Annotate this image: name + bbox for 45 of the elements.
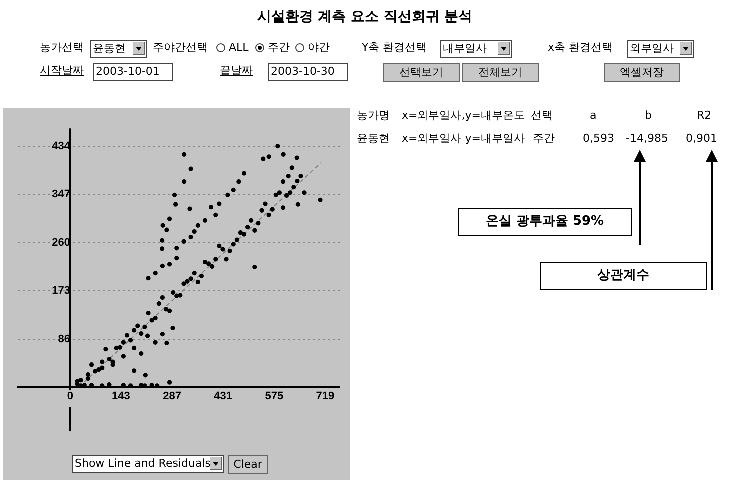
text: 0,593 — [583, 131, 614, 147]
text: 2003-10-30 — [271, 65, 335, 78]
text: 윤동현 — [357, 131, 390, 147]
text: ALL — [228, 40, 249, 56]
text: 윤동현 — [93, 42, 126, 55]
text: b — [645, 108, 652, 124]
text: R2 — [697, 108, 712, 124]
text: 상관계수 — [540, 262, 707, 290]
y-tick-label: 347 — [52, 188, 70, 201]
text: 농가명 — [357, 108, 390, 124]
x-tick-label: 0 — [67, 390, 74, 403]
text: 전체보기 — [462, 63, 539, 82]
text: Show Line and Residuals — [75, 457, 211, 470]
text: 온실 광투과율 59% — [458, 208, 632, 236]
text: 엑셀저장 — [604, 63, 680, 82]
text: 선택보기 — [383, 63, 460, 82]
text: -14,985 — [626, 131, 668, 147]
text: Clear — [228, 455, 268, 474]
text: 끝날짜 — [220, 63, 253, 79]
text: a — [590, 108, 597, 124]
y-tick-label: 86 — [58, 333, 70, 346]
text: 주간 — [267, 40, 290, 56]
text: x=외부일사 y=내부일사 — [402, 131, 525, 147]
text: 0,901 — [686, 131, 718, 147]
text: 내부일사 — [443, 42, 487, 55]
y-tick-label: 260 — [52, 236, 70, 249]
text: 주간 — [533, 131, 555, 147]
text: 주야간선택 — [153, 40, 208, 56]
x-tick-label: 143 — [112, 390, 130, 403]
text: 야간 — [307, 40, 330, 56]
text: 선택 — [531, 108, 553, 124]
text: 농가선택 — [40, 40, 84, 56]
text: 외부일사 — [630, 42, 674, 55]
text: Y축 환경선택 — [362, 40, 428, 56]
text: 시작날짜 — [40, 63, 84, 79]
text: x=외부일사,y=내부온도 — [402, 108, 525, 124]
x-tick-label: 575 — [265, 390, 284, 403]
text: 2003-10-01 — [96, 65, 160, 78]
text: x축 환경선택 — [548, 40, 614, 56]
chart-title: 시설환경 계측 요소 직선회귀 분석 — [256, 8, 474, 26]
x-tick-label: 431 — [214, 390, 233, 403]
x-tick-label: 719 — [316, 390, 335, 403]
y-tick-label: 434 — [52, 140, 72, 152]
y-tick-label: 173 — [52, 285, 70, 298]
x-tick-label: 287 — [163, 390, 182, 403]
